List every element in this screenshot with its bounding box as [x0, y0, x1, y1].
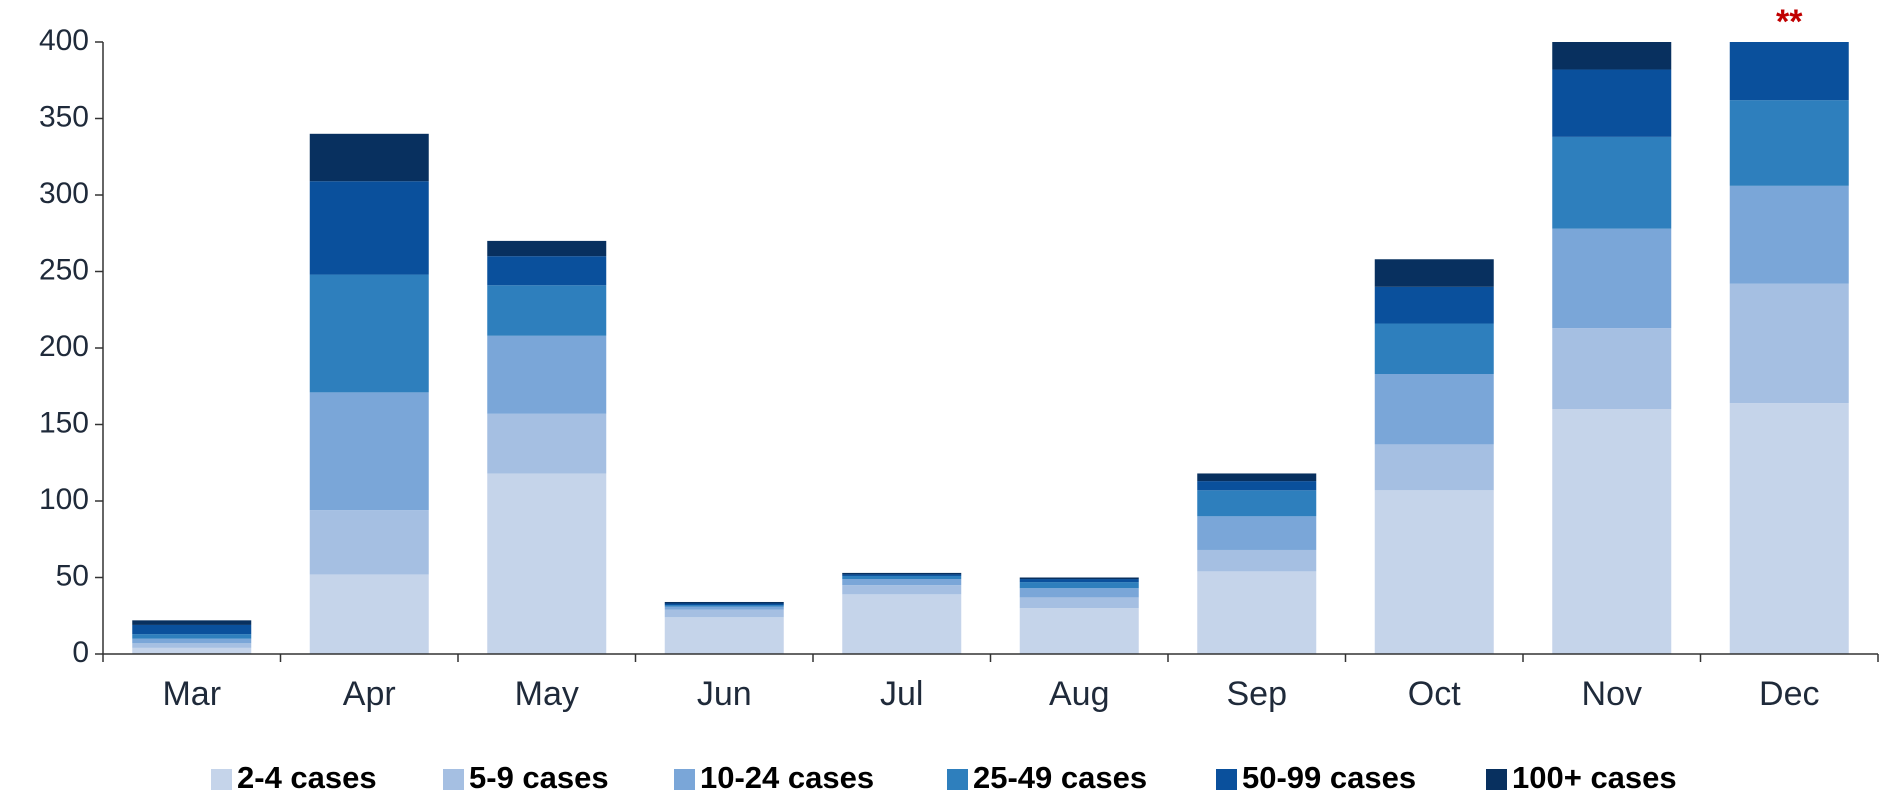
bar-segment: [487, 256, 607, 286]
bar-segment: [1197, 549, 1317, 572]
bar-segment: [664, 601, 784, 604]
bar-segment: [1552, 409, 1672, 654]
legend-swatch: [1486, 769, 1507, 790]
annotation: **: [1776, 3, 1803, 41]
bar-segment: [1374, 374, 1494, 445]
bar-segment: [664, 603, 784, 606]
bar-segment: [1019, 608, 1139, 654]
y-tick-label: 200: [39, 330, 89, 363]
bar-segment: [1552, 42, 1672, 70]
bar-segment: [1019, 579, 1139, 583]
legend-label: 25-49 cases: [973, 760, 1147, 795]
bar-segment: [842, 594, 962, 654]
y-tick-label: 150: [39, 406, 89, 439]
y-tick-label: 50: [56, 559, 89, 592]
x-tick-label: Jul: [880, 675, 923, 713]
x-tick-label: Apr: [343, 675, 396, 713]
legend-swatch: [443, 769, 464, 790]
legend-label: 5-9 cases: [469, 760, 609, 795]
bar-segment: [132, 624, 252, 635]
x-tick-label: Dec: [1759, 675, 1819, 713]
legend-swatch: [674, 769, 695, 790]
x-tick-label: Jun: [697, 675, 752, 713]
y-tick-label: 350: [39, 100, 89, 133]
x-tick-label: May: [515, 675, 579, 713]
legend-label: 100+ cases: [1512, 760, 1677, 795]
y-tick-label: 100: [39, 483, 89, 516]
bar-segment: [842, 572, 962, 575]
bar-segment: [1552, 136, 1672, 229]
bar-segment: [1019, 582, 1139, 589]
bar-segment: [309, 133, 429, 182]
bar-segment: [1197, 516, 1317, 550]
bar-segment: [487, 240, 607, 257]
bar-segment: [132, 638, 252, 644]
legend-swatch: [1216, 769, 1237, 790]
bar-segment: [664, 605, 784, 607]
legend-label: 10-24 cases: [700, 760, 874, 795]
bar-segment: [1197, 481, 1317, 491]
bar-segment: [1552, 69, 1672, 137]
legend-swatch: [947, 769, 968, 790]
bar-segment: [664, 609, 784, 618]
bar-segment: [309, 510, 429, 575]
y-tick-label: 0: [72, 636, 89, 669]
bar-segment: [1552, 228, 1672, 329]
bar-segment: [309, 392, 429, 511]
x-tick-label: Oct: [1408, 675, 1461, 713]
bar-segment: [132, 634, 252, 639]
x-tick-label: Sep: [1227, 675, 1288, 713]
bar-segment: [1374, 286, 1494, 324]
legend-label: 2-4 cases: [237, 760, 377, 795]
bar-segment: [1374, 259, 1494, 287]
y-tick-label: 300: [39, 177, 89, 210]
x-tick-label: Aug: [1049, 675, 1110, 713]
bar-segment: [1374, 323, 1494, 375]
bar-segment: [309, 181, 429, 275]
bar-segment: [1729, 185, 1849, 284]
bar-segment: [1197, 473, 1317, 482]
bar-segment: [842, 579, 962, 586]
legend-label: 50-99 cases: [1242, 760, 1416, 795]
bar-segment: [487, 285, 607, 336]
legend-swatch: [211, 769, 232, 790]
y-tick-label: 400: [39, 24, 89, 57]
bar-segment: [1019, 577, 1139, 580]
y-tick-label: 250: [39, 253, 89, 286]
bar-segment: [1019, 588, 1139, 598]
bar-segment: [309, 574, 429, 654]
x-tick-label: Mar: [162, 675, 221, 713]
bar-segment: [842, 585, 962, 595]
bar-segment: [1374, 444, 1494, 491]
bar-segment: [842, 575, 962, 580]
bar-segment: [487, 335, 607, 414]
x-tick-label: Nov: [1582, 675, 1642, 713]
bar-segment: [664, 617, 784, 654]
bar-segment: [132, 643, 252, 648]
bar-segment: [309, 274, 429, 393]
bar-segment: [132, 647, 252, 654]
bar-segment: [664, 606, 784, 610]
bar-segment: [1197, 571, 1317, 654]
bar-segment: [1019, 597, 1139, 609]
bar-segment: [487, 413, 607, 474]
bar-segment: [487, 473, 607, 654]
bar-segment: [1729, 42, 1849, 101]
bar-segment: [842, 574, 962, 576]
bar-segment: [132, 620, 252, 625]
bar-segment: [1374, 490, 1494, 654]
bar-segment: [1729, 403, 1849, 654]
bar-segment: [1197, 490, 1317, 517]
bar-segment: [1729, 100, 1849, 186]
bar-segment: [1552, 328, 1672, 410]
bar-segment: [1729, 283, 1849, 404]
